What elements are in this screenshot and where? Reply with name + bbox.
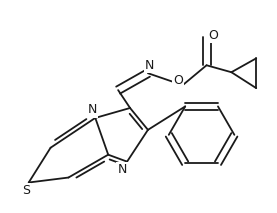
Text: O: O	[173, 74, 183, 87]
Text: N: N	[88, 104, 97, 117]
Text: N: N	[145, 59, 155, 72]
Text: N: N	[117, 163, 127, 176]
Text: O: O	[209, 29, 219, 42]
Text: S: S	[22, 184, 30, 197]
